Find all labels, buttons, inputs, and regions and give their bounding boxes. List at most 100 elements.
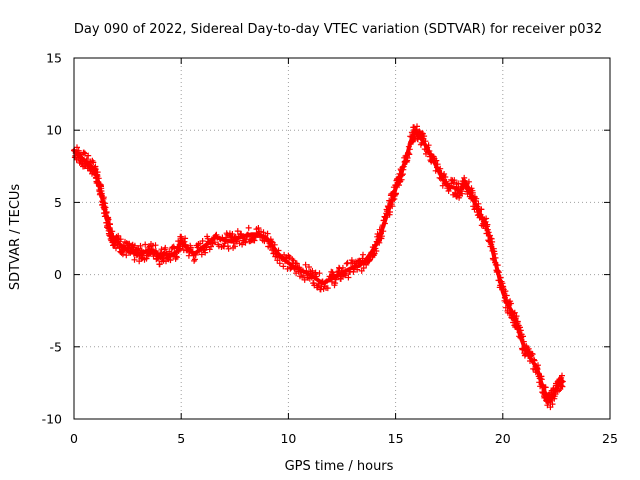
data-point <box>211 239 218 246</box>
data-point <box>447 184 454 191</box>
data-point <box>363 261 370 268</box>
x-tick-label: 15 <box>388 431 404 446</box>
data-point <box>443 178 450 185</box>
data-point <box>160 252 167 259</box>
data-point <box>330 272 337 279</box>
data-point <box>137 242 144 249</box>
data-point <box>148 246 155 253</box>
data-point <box>152 248 159 254</box>
data-point <box>146 251 152 258</box>
data-point <box>275 247 282 254</box>
data-layer <box>71 123 566 411</box>
data-point <box>334 271 341 278</box>
data-point <box>80 149 87 156</box>
data-point <box>489 238 496 245</box>
data-point <box>542 384 549 391</box>
data-point <box>409 138 416 145</box>
data-point <box>194 244 201 251</box>
data-point <box>213 231 220 238</box>
data-point <box>502 304 509 311</box>
data-point <box>465 178 472 185</box>
x-tick-label: 20 <box>495 431 511 446</box>
data-point <box>414 123 420 130</box>
data-point <box>308 274 315 281</box>
data-point <box>492 254 499 261</box>
data-point <box>511 309 518 316</box>
data-point <box>475 200 482 207</box>
data-point <box>535 362 541 369</box>
data-point <box>433 157 440 164</box>
data-point <box>426 148 433 154</box>
data-point <box>485 229 492 236</box>
data-point <box>404 155 411 161</box>
data-point <box>390 197 396 203</box>
data-point <box>143 255 150 262</box>
y-tick-label: -5 <box>50 339 62 354</box>
x-tick-label: 10 <box>280 431 296 446</box>
data-point <box>95 175 102 182</box>
data-point <box>540 390 547 396</box>
data-point <box>411 135 418 142</box>
data-point <box>484 226 491 233</box>
data-point <box>225 245 232 252</box>
data-point <box>83 156 90 163</box>
data-point <box>103 209 110 215</box>
data-point <box>271 241 278 248</box>
data-point <box>520 333 526 340</box>
data-point <box>491 250 498 257</box>
data-point <box>434 161 441 168</box>
data-point <box>373 248 380 254</box>
data-point <box>478 206 485 213</box>
data-point <box>389 203 396 210</box>
data-point <box>123 252 130 259</box>
data-point <box>313 273 320 280</box>
x-axis-label: GPS time / hours <box>285 459 394 474</box>
data-point <box>316 270 323 277</box>
data-point <box>418 140 425 146</box>
data-point <box>514 318 521 325</box>
data-point <box>187 244 194 251</box>
data-point <box>223 234 229 241</box>
y-tick-label: 10 <box>46 123 62 138</box>
data-point <box>559 372 565 379</box>
data-point <box>85 152 92 159</box>
data-point <box>224 243 231 250</box>
data-point <box>258 233 265 240</box>
data-point <box>276 260 283 267</box>
data-point <box>264 230 271 237</box>
data-point <box>324 285 331 292</box>
data-point <box>494 262 501 269</box>
data-point <box>451 177 458 184</box>
data-point <box>229 231 236 237</box>
data-point <box>495 269 502 276</box>
data-point <box>260 229 267 236</box>
data-point <box>366 257 373 264</box>
data-point <box>328 278 335 285</box>
series-trace <box>72 128 565 404</box>
x-tick-label: 25 <box>602 431 618 446</box>
axis-layer: 0 5 10 15 20 25 -10 -5 0 5 10 15 <box>42 51 618 447</box>
data-point <box>309 267 316 274</box>
data-point <box>238 230 245 237</box>
data-point <box>484 221 491 228</box>
data-point <box>477 211 484 218</box>
data-point <box>102 204 109 211</box>
data-point <box>109 228 116 235</box>
data-point <box>202 249 209 256</box>
data-point <box>437 165 444 172</box>
plot-frame <box>73 57 611 420</box>
data-point <box>354 266 361 273</box>
data-point <box>282 258 288 265</box>
data-point <box>268 238 275 245</box>
x-tick-label: 0 <box>70 431 78 446</box>
data-point <box>300 272 307 279</box>
data-point <box>486 232 493 239</box>
data-point <box>343 260 350 267</box>
data-point <box>117 236 124 243</box>
data-point <box>539 389 546 396</box>
grid-layer <box>74 58 610 419</box>
data-point <box>105 216 112 223</box>
data-point <box>232 243 238 250</box>
data-point <box>399 172 405 179</box>
